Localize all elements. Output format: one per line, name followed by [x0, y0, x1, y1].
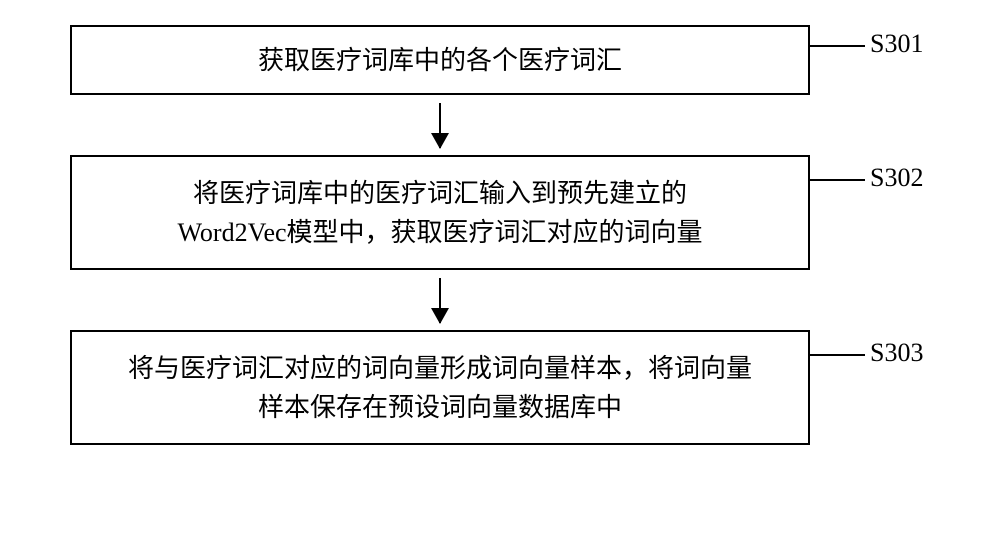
step-label-1: S301: [870, 29, 923, 59]
arrow-1: [439, 103, 441, 148]
arrow-2-container: [70, 270, 810, 330]
step-box-1: 获取医疗词库中的各个医疗词汇: [70, 25, 810, 95]
step-2-wrapper: 将医疗词库中的医疗词汇输入到预先建立的Word2Vec模型中，获取医疗词汇对应的…: [70, 155, 810, 270]
arrow-2: [439, 278, 441, 323]
step-label-3: S303: [870, 338, 923, 368]
step-text-2: 将医疗词库中的医疗词汇输入到预先建立的Word2Vec模型中，获取医疗词汇对应的…: [157, 164, 722, 262]
connector-3: [810, 354, 865, 356]
step-box-3: 将与医疗词汇对应的词向量形成词向量样本，将词向量样本保存在预设词向量数据库中: [70, 330, 810, 445]
step-label-2: S302: [870, 163, 923, 193]
step-text-3: 将与医疗词汇对应的词向量形成词向量样本，将词向量样本保存在预设词向量数据库中: [108, 339, 772, 437]
connector-2: [810, 179, 865, 181]
arrow-1-container: [70, 95, 810, 155]
flowchart-container: 获取医疗词库中的各个医疗词汇 S301 将医疗词库中的医疗词汇输入到预先建立的W…: [70, 25, 930, 445]
step-box-2: 将医疗词库中的医疗词汇输入到预先建立的Word2Vec模型中，获取医疗词汇对应的…: [70, 155, 810, 270]
connector-1: [810, 45, 865, 47]
step-3-wrapper: 将与医疗词汇对应的词向量形成词向量样本，将词向量样本保存在预设词向量数据库中 S…: [70, 330, 810, 445]
step-text-1: 获取医疗词库中的各个医疗词汇: [238, 31, 642, 90]
step-1-wrapper: 获取医疗词库中的各个医疗词汇 S301: [70, 25, 810, 95]
